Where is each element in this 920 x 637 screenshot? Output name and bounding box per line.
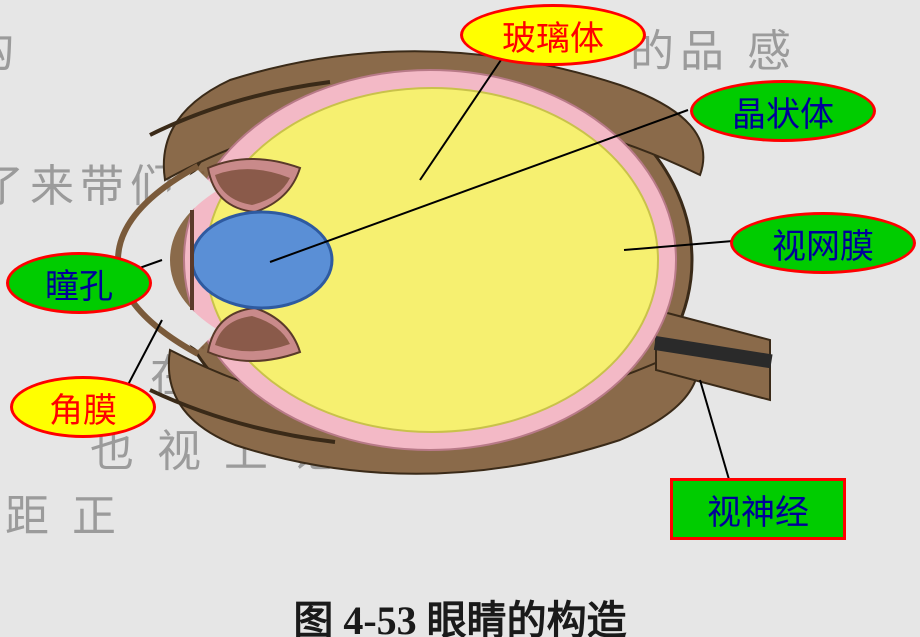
label-vitreous-text: 玻璃体 [502, 11, 604, 60]
label-pupil-text: 瞳孔 [45, 259, 113, 308]
label-pupil: 瞳孔 [6, 252, 152, 314]
label-lens-text: 晶状体 [732, 87, 834, 136]
label-optic-nerve: 视神经 [670, 478, 846, 540]
label-cornea: 角膜 [10, 376, 156, 438]
label-retina-text: 视网膜 [772, 219, 874, 268]
figure-caption: 图 4-53 眼睛的构造 [0, 588, 920, 637]
label-vitreous: 玻璃体 [460, 4, 646, 66]
label-lens: 晶状体 [690, 80, 876, 142]
crystalline-lens [192, 212, 332, 308]
label-cornea-text: 角膜 [49, 383, 117, 432]
figure-container: { "canvas": { "width": 920, "height": 63… [0, 0, 920, 637]
label-retina: 视网膜 [730, 212, 916, 274]
label-optic-nerve-text: 视神经 [707, 485, 809, 534]
